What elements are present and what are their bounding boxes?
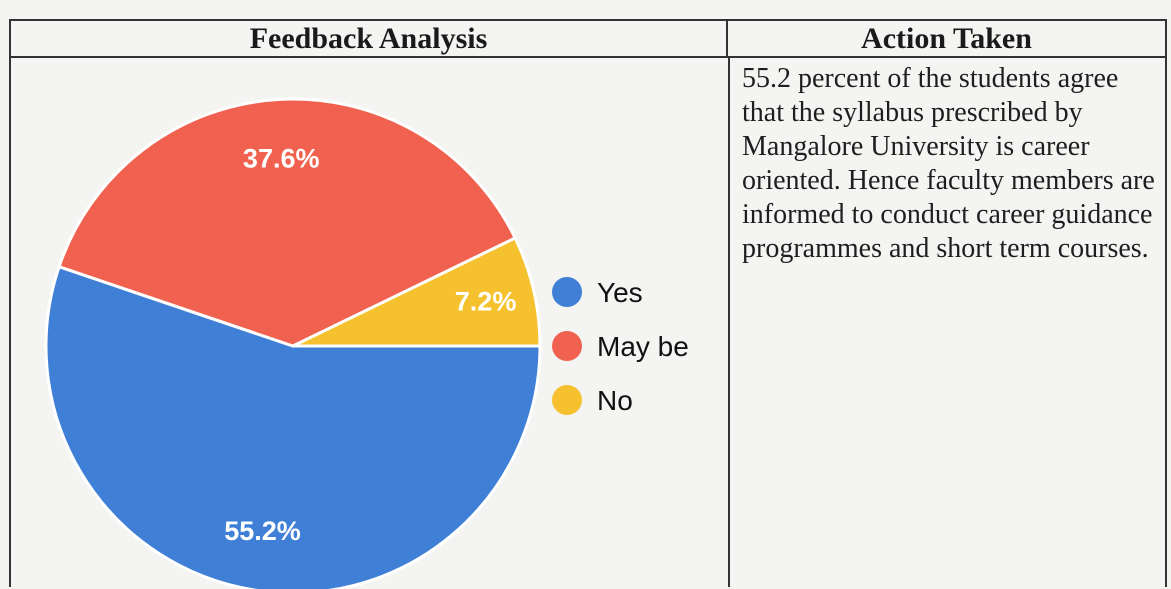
legend-swatch-no	[552, 385, 582, 415]
slice-label-no: 7.2%	[455, 287, 517, 317]
legend-swatch-may-be	[552, 331, 582, 361]
column-divider	[728, 58, 730, 587]
pie-slice-no	[292, 236, 542, 348]
legend-label-may-be: May be	[597, 331, 689, 362]
feedback-pie-chart: 55.2% 37.6% 7.2% Yes May be No	[11, 60, 728, 589]
feedback-analysis-header: Feedback Analysis	[11, 21, 728, 58]
legend-label-no: No	[597, 385, 633, 416]
legend-swatch-yes	[552, 277, 582, 307]
slice-label-yes: 55.2%	[224, 516, 301, 546]
action-taken-text: 55.2 percent of the students agree that …	[742, 63, 1155, 264]
feedback-table: Feedback Analysis Action Taken 55.2% 37.6…	[9, 19, 1167, 589]
legend-label-yes: Yes	[597, 277, 643, 308]
action-taken-header: Action Taken	[728, 21, 1165, 58]
pie-slice-may-be	[57, 97, 518, 348]
pie-chart-svg: 55.2% 37.6% 7.2% Yes May be No	[44, 97, 689, 589]
slice-label-may-be: 37.6%	[243, 144, 320, 174]
